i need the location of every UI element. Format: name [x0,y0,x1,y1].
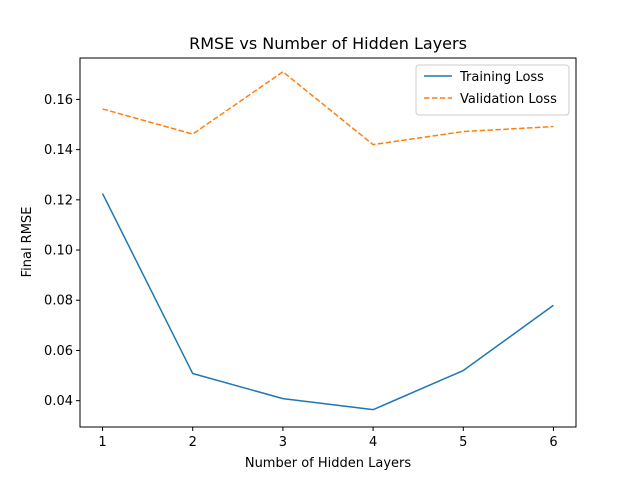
x-tick-label: 5 [459,435,467,450]
x-tick-label: 3 [279,435,287,450]
chart-title: RMSE vs Number of Hidden Layers [189,34,467,53]
data-point-validation-loss [102,108,104,110]
data-point-training-loss [553,304,555,306]
data-point-validation-loss [282,71,284,73]
series-layer [101,71,555,411]
x-tick-label: 2 [189,435,197,450]
data-point-validation-loss [192,133,194,135]
legend-label-validation-loss: Validation Loss [460,92,557,107]
data-point-validation-loss [372,144,374,146]
series-line-training-loss [101,193,554,411]
y-tick-label: 0.16 [44,93,73,108]
data-point-training-loss [102,193,104,195]
legend-label-training-loss: Training Loss [459,70,544,85]
data-point-training-loss [462,370,464,372]
y-tick-label: 0.06 [44,344,73,359]
data-point-training-loss [192,373,194,375]
x-tick-label: 4 [369,435,377,450]
y-axis: 0.04 0.06 0.08 0.10 0.12 0.14 0.16 [44,93,80,409]
x-axis-label: Number of Hidden Layers [245,456,412,471]
data-point-validation-loss [553,126,555,128]
x-tick-label: 6 [549,435,557,450]
x-axis: 1 2 3 4 5 6 [98,427,558,450]
y-tick-label: 0.04 [44,394,73,409]
legend: Training Loss Validation Loss [415,64,570,116]
y-tick-label: 0.14 [44,143,73,158]
y-tick-label: 0.10 [44,244,73,259]
y-axis-label: Final RMSE [20,207,35,278]
y-tick-label: 0.12 [44,193,73,208]
legend-box [415,64,570,116]
data-point-validation-loss [462,131,464,133]
series-line-validation-loss [102,71,554,146]
plot-frame [79,57,577,428]
y-tick-label: 0.08 [44,294,73,309]
data-point-training-loss [282,398,284,400]
x-tick-label: 1 [98,435,106,450]
data-point-training-loss [372,409,374,411]
